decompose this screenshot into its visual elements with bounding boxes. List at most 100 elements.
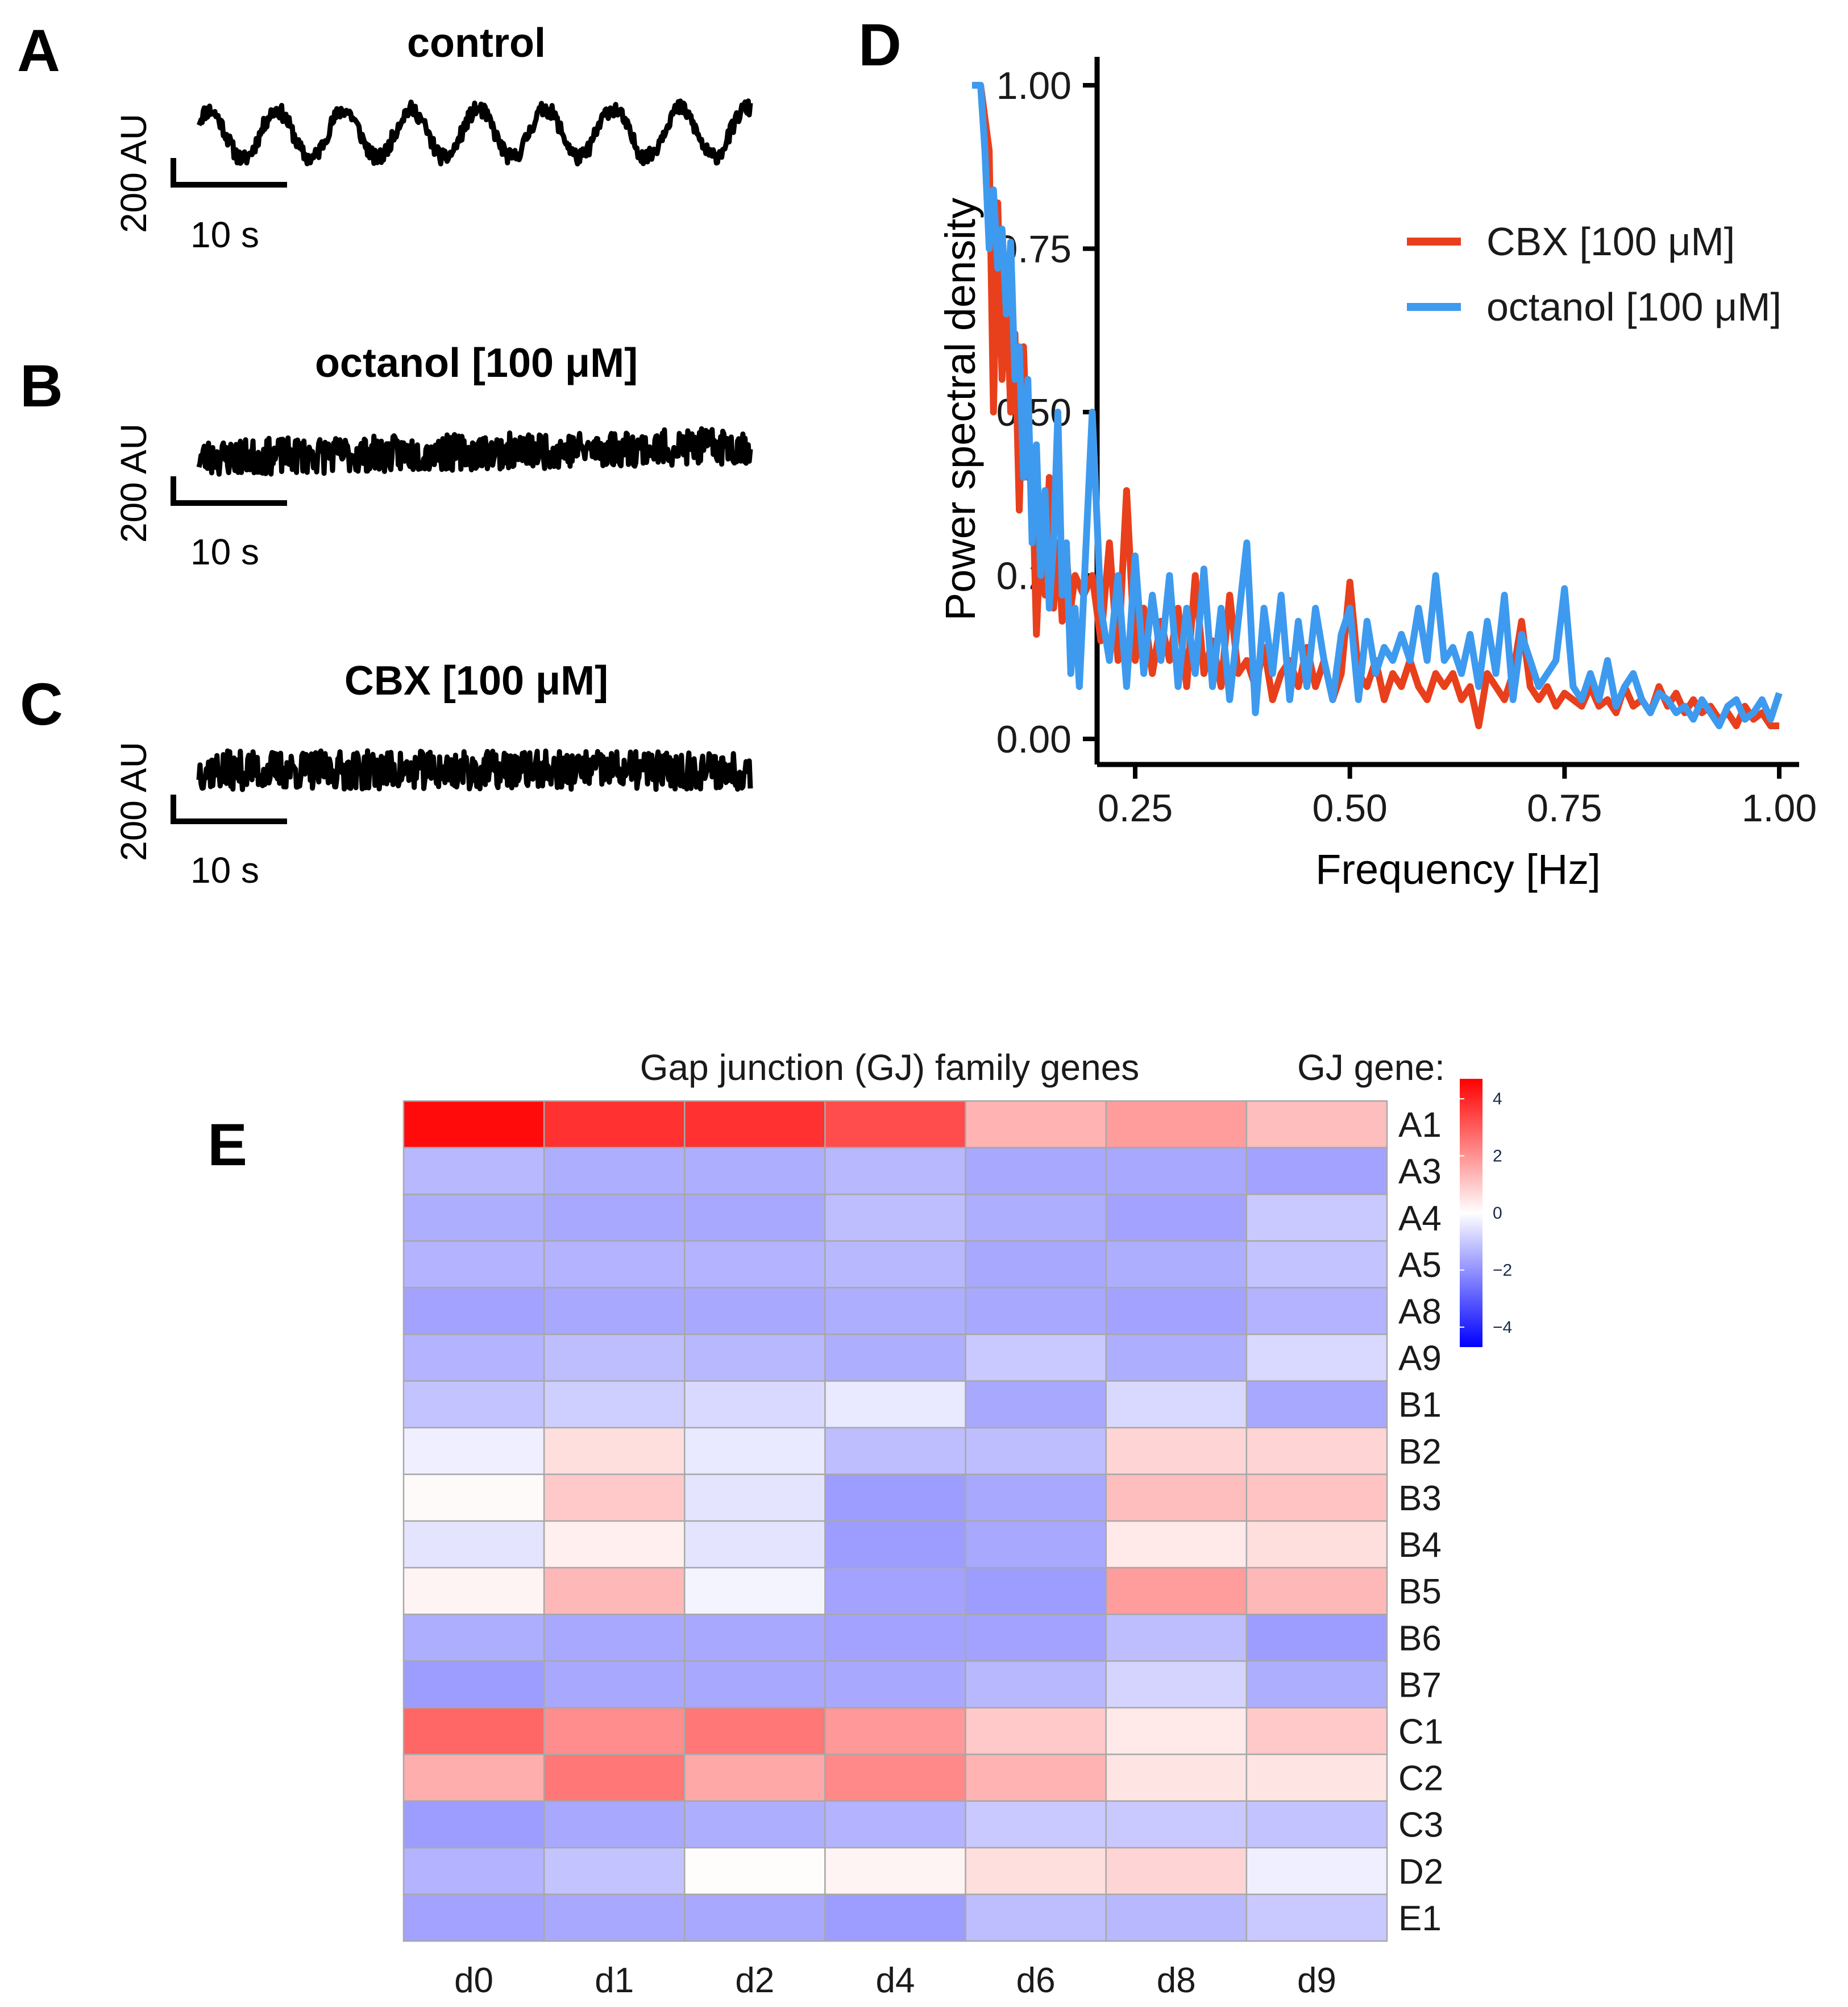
heatmap-cell — [543, 1520, 686, 1569]
x-tick-label: 1.00 — [1742, 787, 1817, 830]
heatmap-cell — [824, 1847, 966, 1896]
heatmap-row-label: A3 — [1398, 1152, 1442, 1191]
y-tick-label: 0.00 — [996, 718, 1072, 761]
heatmap-cell — [1105, 1800, 1248, 1849]
heatmap-cell — [1245, 1566, 1388, 1615]
heatmap-cell — [1245, 1100, 1388, 1149]
heatmap-cell — [543, 1566, 686, 1615]
colorbar-tick-label: 0 — [1493, 1204, 1502, 1223]
heatmap-column-label: d8 — [1157, 1961, 1196, 2000]
panel-a: A control 200 AU 10 s — [17, 18, 753, 255]
heatmap-cell — [1245, 1380, 1388, 1429]
heatmap-cell — [965, 1473, 1107, 1522]
heatmap-cell — [402, 1753, 545, 1802]
heatmap-cell — [543, 1427, 686, 1476]
heatmap-cell — [1245, 1893, 1388, 1942]
heatmap-row-label: C1 — [1398, 1713, 1443, 1752]
heatmap-cell — [1245, 1146, 1388, 1195]
heatmap-cell — [402, 1380, 545, 1429]
heatmap-cell — [402, 1566, 545, 1615]
heatmap-cell — [402, 1520, 545, 1569]
heatmap-row-label: B3 — [1398, 1479, 1442, 1518]
scale-x-label-b: 10 s — [190, 531, 259, 572]
heatmap-cell — [543, 1613, 686, 1662]
panel-letter-e: E — [207, 1112, 247, 1178]
heatmap-cell — [1105, 1146, 1248, 1195]
heatmap-cell — [402, 1146, 545, 1195]
heatmap-cell — [965, 1660, 1107, 1709]
x-tick-label: 0.50 — [1312, 787, 1387, 830]
heatmap-cell — [402, 1847, 545, 1896]
series-line-cbx — [972, 82, 1779, 729]
heatmap-cell — [824, 1520, 966, 1569]
heatmap-cell — [543, 1333, 686, 1382]
heatmap-cell — [824, 1193, 966, 1242]
heatmap-cell — [684, 1566, 826, 1615]
heatmap-column-label: d1 — [595, 1961, 634, 2000]
heatmap-cell — [402, 1193, 545, 1242]
heatmap-cell — [684, 1240, 826, 1289]
colorbar-tick-label: 2 — [1493, 1147, 1502, 1166]
heatmap-cell — [824, 1146, 966, 1195]
scale-x-label-c: 10 s — [190, 850, 259, 891]
heatmap-cell — [684, 1707, 826, 1755]
heatmap-cell — [965, 1100, 1107, 1149]
heatmap-cell — [965, 1753, 1107, 1802]
y-axis-title: Power spectral density — [937, 198, 984, 621]
heatmap-cell — [684, 1380, 826, 1429]
scale-bar-c — [171, 795, 287, 824]
heatmap-cell — [824, 1753, 966, 1802]
trace-a — [196, 98, 753, 167]
heatmap-cell — [402, 1800, 545, 1849]
heatmap-cell — [824, 1800, 966, 1849]
heatmap-cell — [1245, 1707, 1388, 1755]
heatmap-cell — [543, 1707, 686, 1755]
legend-label: octanol [100 μM] — [1486, 285, 1781, 329]
heatmap-cell — [1245, 1753, 1388, 1802]
panel-letter-d: D — [858, 12, 902, 78]
heatmap-cell — [543, 1287, 686, 1335]
heatmap-cell — [543, 1240, 686, 1289]
panel-e: E Gap junction (GJ) family genes GJ gene:… — [207, 1047, 1512, 2000]
panel-letter-b: B — [20, 353, 63, 419]
heatmap-cell — [543, 1193, 686, 1242]
heatmap-cell — [1105, 1473, 1248, 1522]
heatmap-cell — [965, 1613, 1107, 1662]
heatmap-row-label: D2 — [1398, 1852, 1443, 1892]
heatmap-column-label: d2 — [735, 1961, 774, 2000]
heatmap-cell — [543, 1380, 686, 1429]
heatmap-column-label: d0 — [454, 1961, 493, 2000]
heatmap-cell — [824, 1333, 966, 1382]
heatmap-cell — [684, 1800, 826, 1849]
heatmap-cell — [543, 1146, 686, 1195]
heatmap-cell — [402, 1333, 545, 1382]
scale-y-label-b: 200 AU — [113, 423, 154, 543]
heatmap-cell — [684, 1193, 826, 1242]
heatmap-cell — [824, 1473, 966, 1522]
heatmap-cell — [965, 1800, 1107, 1849]
trace-title-b: octanol [100 μM] — [315, 340, 638, 386]
heatmap-cell — [684, 1660, 826, 1709]
heatmap-row-header: GJ gene: — [1297, 1047, 1445, 1088]
heatmap-row-label: B6 — [1398, 1619, 1442, 1658]
heatmap-cell — [1245, 1800, 1388, 1849]
heatmap-cell — [1105, 1380, 1248, 1429]
heatmap-cell — [402, 1613, 545, 1662]
scale-x-label-a: 10 s — [190, 214, 259, 255]
scale-bar-a — [171, 158, 287, 188]
heatmap-title: Gap junction (GJ) family genes — [640, 1047, 1140, 1088]
heatmap-cell — [965, 1520, 1107, 1569]
trace-title-c: CBX [100 μM] — [344, 658, 608, 704]
panel-letter-a: A — [17, 18, 60, 84]
heatmap-cell — [1105, 1566, 1248, 1615]
heatmap-cell — [965, 1893, 1107, 1942]
heatmap-cell — [824, 1660, 966, 1709]
heatmap-row-label: E1 — [1398, 1899, 1442, 1938]
legend-label: CBX [100 μM] — [1486, 219, 1735, 264]
heatmap-cell — [1105, 1753, 1248, 1802]
heatmap-cell — [1105, 1893, 1248, 1942]
trace-b — [196, 426, 753, 477]
heatmap-cell — [684, 1427, 826, 1476]
heatmap-cell — [1245, 1287, 1388, 1335]
